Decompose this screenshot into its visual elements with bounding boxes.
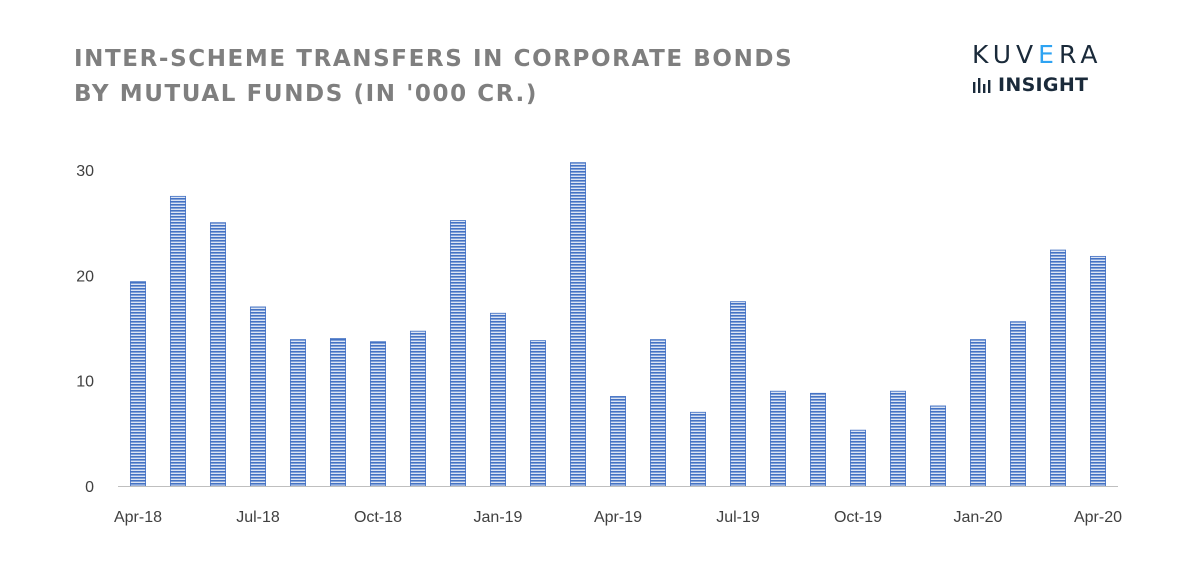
- x-tick-label: Oct-19: [834, 509, 882, 526]
- brand-sub-label: INSIGHT: [998, 74, 1089, 96]
- brand-letter: K: [972, 40, 993, 69]
- bar-Mar-19: [570, 162, 587, 487]
- bar-series: [129, 162, 1107, 487]
- bar-Jul-19: [730, 301, 747, 487]
- bar-Apr-19: [610, 396, 627, 487]
- x-tick-label: Apr-19: [594, 509, 642, 526]
- bar-May-19: [650, 339, 667, 487]
- bar-Dec-19: [930, 405, 947, 487]
- bar-Nov-19: [890, 390, 907, 487]
- x-tick-label: Oct-18: [354, 509, 402, 526]
- x-tick-label: Jul-19: [716, 509, 760, 526]
- y-axis: 0 10 20 30: [76, 163, 94, 496]
- y-tick-label: 30: [76, 163, 94, 180]
- chart-title-line-2: BY MUTUAL FUNDS (IN '000 CR.): [74, 81, 538, 107]
- bar-Aug-18: [289, 339, 306, 487]
- bar-Oct-19: [850, 429, 867, 487]
- chart-title-line-1: INTER-SCHEME TRANSFERS IN CORPORATE BOND…: [74, 46, 794, 72]
- bar-May-18: [169, 195, 186, 487]
- brand-letter: R: [1058, 40, 1081, 69]
- x-tick-label: Apr-20: [1074, 509, 1122, 526]
- brand-sub: INSIGHT: [972, 74, 1112, 96]
- bar-Jun-19: [690, 411, 707, 487]
- bar-Mar-20: [1050, 249, 1067, 487]
- bar-Jan-20: [970, 339, 987, 487]
- bar-Dec-18: [449, 220, 466, 487]
- bar-Jun-18: [209, 222, 226, 487]
- bar-Sep-19: [810, 392, 827, 487]
- bar-Aug-19: [770, 390, 787, 487]
- bar-Jan-19: [489, 312, 506, 487]
- brand-letter: A: [1080, 40, 1103, 69]
- x-tick-label: Jan-20: [954, 509, 1003, 526]
- bar-Oct-18: [369, 341, 386, 487]
- x-axis: Apr-18 Jul-18 Oct-18 Jan-19 Apr-19 Jul-19 Oct-…: [114, 509, 1122, 526]
- bar-Feb-20: [1010, 321, 1027, 487]
- y-tick-label: 0: [85, 479, 94, 496]
- bar-Nov-18: [409, 330, 426, 487]
- bar-Feb-19: [530, 340, 547, 487]
- brand-logo: KUVERA INSIGHT: [972, 40, 1112, 96]
- brand-letter: V: [1016, 40, 1039, 69]
- x-tick-label: Jul-18: [236, 509, 280, 526]
- bar-Apr-20: [1090, 255, 1107, 487]
- brand-letter: E: [1038, 40, 1059, 69]
- bar-Sep-18: [329, 338, 346, 487]
- chart-title: INTER-SCHEME TRANSFERS IN CORPORATE BOND…: [74, 42, 834, 112]
- y-tick-label: 10: [76, 374, 94, 391]
- bar-Jul-18: [249, 306, 266, 487]
- y-tick-label: 20: [76, 268, 94, 285]
- bar-chart-icon: [973, 78, 991, 93]
- x-tick-label: Jan-19: [474, 509, 523, 526]
- brand-name: KUVERA: [972, 40, 1112, 70]
- bar-Apr-18: [129, 281, 146, 487]
- x-tick-label: Apr-18: [114, 509, 162, 526]
- brand-letter: U: [992, 40, 1017, 69]
